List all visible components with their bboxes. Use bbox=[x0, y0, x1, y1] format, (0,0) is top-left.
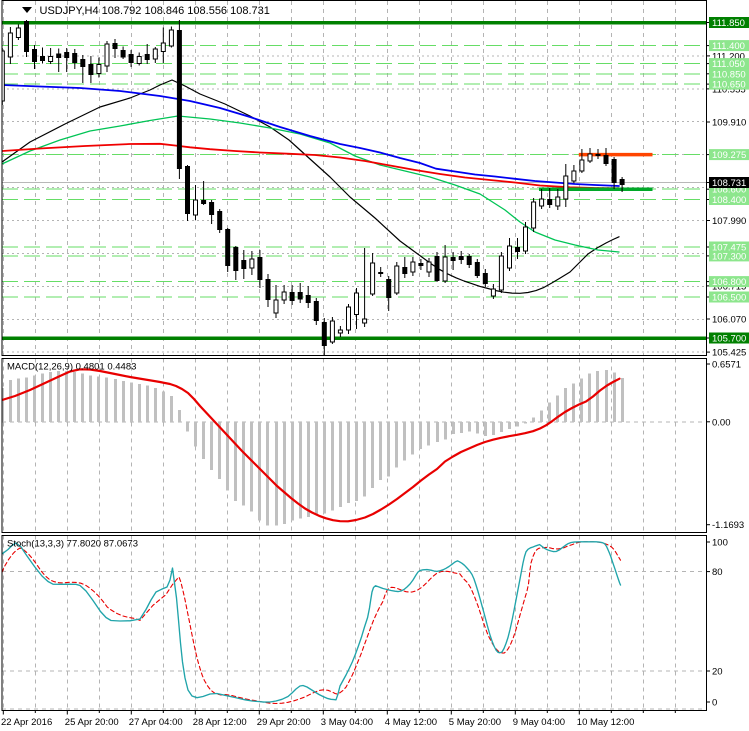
svg-text:105.425: 105.425 bbox=[712, 348, 746, 359]
svg-text:106.070: 106.070 bbox=[712, 315, 746, 326]
svg-text:0.6571: 0.6571 bbox=[712, 360, 741, 371]
svg-text:10 May 12:00: 10 May 12:00 bbox=[577, 717, 635, 728]
svg-text:20: 20 bbox=[712, 667, 723, 678]
svg-text:106.500: 106.500 bbox=[712, 293, 746, 304]
svg-text:107.300: 107.300 bbox=[712, 251, 746, 262]
svg-text:28 Apr 12:00: 28 Apr 12:00 bbox=[193, 717, 247, 728]
svg-text:4 May 12:00: 4 May 12:00 bbox=[385, 717, 437, 728]
svg-text:0: 0 bbox=[712, 698, 717, 709]
svg-text:0.00: 0.00 bbox=[712, 417, 731, 428]
svg-text:MACD(12,26,9) 0.4801 0.4483: MACD(12,26,9) 0.4801 0.4483 bbox=[7, 362, 136, 373]
svg-text:109.275: 109.275 bbox=[712, 150, 746, 161]
svg-text:Stoch(13,3,3) 77.8020 87.0673: Stoch(13,3,3) 77.8020 87.0673 bbox=[7, 539, 138, 550]
svg-text:3 May 04:00: 3 May 04:00 bbox=[321, 717, 373, 728]
svg-text:100: 100 bbox=[712, 538, 728, 549]
svg-text:107.990: 107.990 bbox=[712, 216, 746, 227]
svg-text:109.910: 109.910 bbox=[712, 118, 746, 129]
svg-text:USDJPY,H4 108.792 108.846 108: USDJPY,H4 108.792 108.846 108.556 108.73… bbox=[40, 5, 270, 17]
svg-text:111.050: 111.050 bbox=[712, 59, 745, 70]
svg-text:27 Apr 04:00: 27 Apr 04:00 bbox=[129, 717, 183, 728]
svg-text:25 Apr 20:00: 25 Apr 20:00 bbox=[65, 717, 119, 728]
svg-text:107.475: 107.475 bbox=[712, 243, 746, 254]
svg-text:108.731: 108.731 bbox=[712, 178, 746, 189]
svg-text:22 Apr 2016: 22 Apr 2016 bbox=[1, 717, 52, 728]
svg-text:108.400: 108.400 bbox=[712, 195, 746, 206]
svg-text:108.600: 108.600 bbox=[712, 185, 746, 196]
svg-text:80: 80 bbox=[712, 567, 723, 578]
svg-text:9 May 04:00: 9 May 04:00 bbox=[513, 717, 565, 728]
svg-text:5 May 20:00: 5 May 20:00 bbox=[449, 717, 501, 728]
svg-text:106.800: 106.800 bbox=[712, 277, 746, 288]
svg-text:111.400: 111.400 bbox=[712, 41, 745, 52]
svg-text:110.850: 110.850 bbox=[712, 69, 746, 80]
svg-text:105.700: 105.700 bbox=[712, 334, 746, 345]
svg-text:111.200: 111.200 bbox=[712, 51, 745, 62]
svg-text:110.650: 110.650 bbox=[712, 80, 746, 91]
svg-text:29 Apr 20:00: 29 Apr 20:00 bbox=[257, 717, 311, 728]
svg-text:111.850: 111.850 bbox=[712, 18, 745, 29]
svg-text:110.555: 110.555 bbox=[712, 84, 746, 95]
svg-text:-1.1693: -1.1693 bbox=[712, 520, 744, 531]
